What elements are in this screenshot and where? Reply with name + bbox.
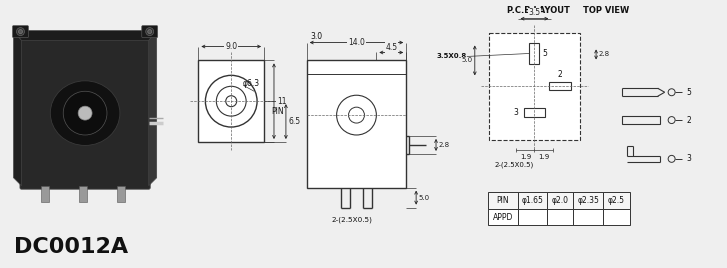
Bar [117,186,125,202]
Polygon shape [14,31,22,186]
Text: 3.5: 3.5 [529,8,540,17]
Bar [547,209,573,225]
Text: P.C.B LAYOUT: P.C.B LAYOUT [507,6,570,15]
Bar [488,209,518,225]
Polygon shape [14,31,157,40]
Text: PIN: PIN [272,107,284,116]
FancyBboxPatch shape [12,26,28,38]
Text: APPD: APPD [492,213,513,222]
Text: 3.0: 3.0 [310,32,323,41]
Bar [603,192,630,209]
Text: 6.5: 6.5 [289,117,301,126]
Text: DC0012A: DC0012A [14,237,128,257]
Text: 5: 5 [542,49,547,58]
Text: φ6.3: φ6.3 [243,79,260,88]
Text: 2.8: 2.8 [438,142,449,148]
Text: 3.5X0.8: 3.5X0.8 [437,53,467,59]
Text: 9.0: 9.0 [225,42,237,51]
Text: 2-(2.5X0.5): 2-(2.5X0.5) [495,162,534,168]
Text: φ1.65: φ1.65 [521,196,543,204]
Bar [523,108,545,117]
Bar [488,192,518,209]
Circle shape [78,106,92,120]
Bar [518,209,547,225]
Text: φ2.5: φ2.5 [608,196,625,204]
Text: PIN: PIN [497,196,509,204]
Bar [198,61,264,142]
Ellipse shape [50,81,120,146]
Bar [489,33,580,140]
Text: 3: 3 [513,108,518,117]
Polygon shape [149,31,157,186]
Text: 2.8: 2.8 [598,51,610,57]
Bar [550,82,571,90]
Text: 14.0: 14.0 [348,38,365,47]
Bar [622,116,659,124]
Text: 5: 5 [686,88,691,97]
Circle shape [148,30,152,34]
FancyBboxPatch shape [20,39,150,189]
Text: 2: 2 [686,116,691,125]
Circle shape [18,30,23,34]
Circle shape [145,28,153,36]
Text: 2-(2.5X0.5): 2-(2.5X0.5) [331,216,372,223]
Text: 1.9: 1.9 [538,154,549,160]
Bar [518,192,547,209]
Text: φ2.0: φ2.0 [552,196,569,204]
Text: 2: 2 [558,70,563,79]
Bar [547,192,573,209]
Text: 4.5: 4.5 [385,43,398,52]
Text: 11: 11 [277,97,286,106]
Text: TOP VIEW: TOP VIEW [583,6,629,15]
Text: φ2.35: φ2.35 [577,196,599,204]
Circle shape [17,28,25,36]
Text: 5.0: 5.0 [419,195,430,201]
Bar [41,186,49,202]
Bar [79,186,87,202]
Circle shape [63,91,107,135]
Bar [573,192,603,209]
Bar [307,61,406,188]
Text: 1.9: 1.9 [520,154,531,160]
Text: 5.0: 5.0 [461,57,473,64]
Bar [603,209,630,225]
Bar [573,209,603,225]
Bar [529,43,539,64]
FancyBboxPatch shape [142,26,158,38]
Text: 3: 3 [686,154,691,163]
